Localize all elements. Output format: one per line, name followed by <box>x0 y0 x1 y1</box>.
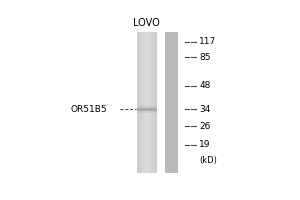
Bar <box>138 32 139 173</box>
Bar <box>149 32 150 173</box>
Bar <box>142 32 143 173</box>
Bar <box>147 32 148 173</box>
Bar <box>148 32 149 173</box>
Text: LOVO: LOVO <box>134 18 160 28</box>
Bar <box>155 32 156 173</box>
Text: 48: 48 <box>199 81 211 90</box>
Bar <box>145 32 146 173</box>
Bar <box>143 32 144 173</box>
Bar <box>165 32 178 173</box>
Bar <box>156 32 157 173</box>
Text: 34: 34 <box>199 105 211 114</box>
Bar <box>144 32 145 173</box>
Bar <box>152 32 153 173</box>
Bar <box>137 106 157 113</box>
Text: 19: 19 <box>199 140 211 149</box>
Bar <box>151 32 152 173</box>
Text: 26: 26 <box>199 122 211 131</box>
Text: (kD): (kD) <box>199 156 217 165</box>
Bar <box>141 32 142 173</box>
Bar <box>139 32 140 173</box>
Bar <box>140 32 141 173</box>
Text: OR51B5: OR51B5 <box>70 105 107 114</box>
Bar <box>137 32 138 173</box>
Bar <box>153 32 154 173</box>
Bar <box>137 108 157 111</box>
Bar <box>150 32 151 173</box>
Text: 117: 117 <box>199 37 216 46</box>
Bar <box>146 32 147 173</box>
Text: 85: 85 <box>199 53 211 62</box>
Bar <box>154 32 155 173</box>
